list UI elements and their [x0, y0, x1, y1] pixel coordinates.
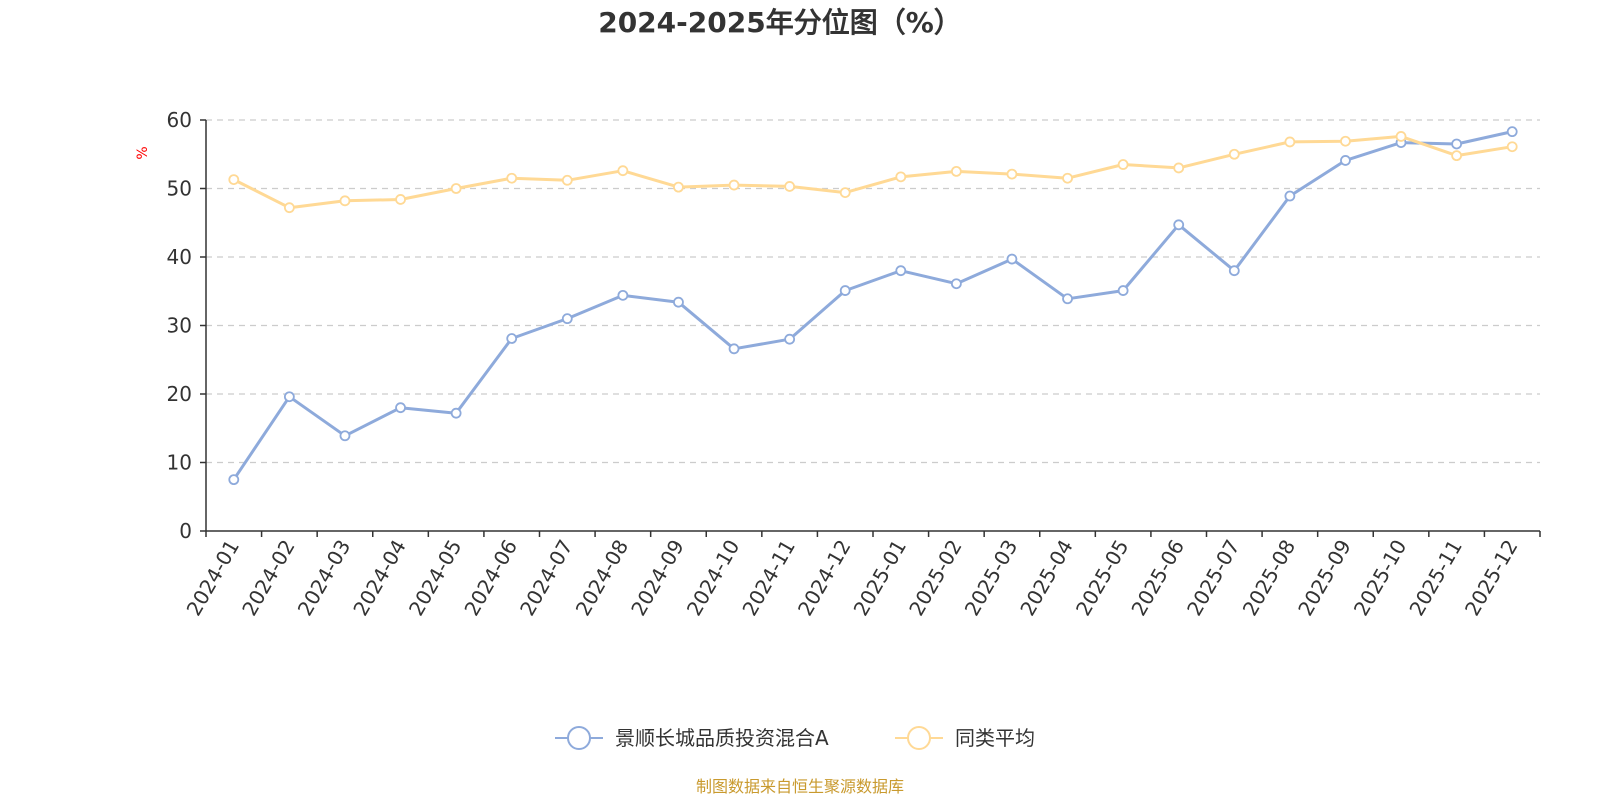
x-tick-label: 2024-02: [237, 536, 300, 620]
data-point-0[interactable]: [839, 285, 851, 296]
x-tick-label: 2025-01: [849, 536, 912, 620]
data-point-0[interactable]: [283, 391, 295, 403]
y-axis-label: %: [135, 146, 151, 159]
data-point-0[interactable]: [395, 402, 406, 414]
data-point-0[interactable]: [1340, 155, 1351, 166]
data-point-0[interactable]: [506, 333, 518, 344]
data-point-1[interactable]: [1062, 172, 1073, 184]
x-tick-label: 2025-04: [1015, 536, 1078, 620]
legend-label: 景顺长城品质投资混合A: [615, 726, 829, 750]
data-point-1[interactable]: [506, 172, 518, 184]
legend-marker-icon: [567, 726, 591, 750]
data-point-0[interactable]: [617, 289, 629, 301]
x-tick-label: 2025-08: [1238, 536, 1301, 620]
x-tick-label: 2025-05: [1071, 536, 1134, 620]
data-point-1[interactable]: [673, 181, 684, 193]
data-point-1[interactable]: [283, 202, 295, 214]
y-tick-label: 30: [167, 314, 192, 338]
y-tick-label: 20: [167, 382, 192, 406]
data-point-1[interactable]: [228, 174, 240, 185]
x-tick-label: 2025-03: [960, 535, 1023, 619]
x-tick-label: 2024-07: [515, 536, 578, 620]
x-tick-label: 2025-07: [1182, 536, 1245, 620]
data-point-0[interactable]: [1006, 253, 1018, 265]
data-point-0[interactable]: [728, 343, 740, 355]
x-tick-label: 2024-06: [459, 536, 522, 620]
grid-lines: [206, 119, 1540, 464]
legend-marker-icon: [907, 726, 931, 750]
data-point-1[interactable]: [395, 194, 406, 205]
legend-label: 同类平均: [955, 726, 1035, 750]
y-tick-label: 50: [167, 177, 192, 201]
data-point-0[interactable]: [673, 296, 684, 308]
data-point-1[interactable]: [950, 165, 962, 177]
data-point-0[interactable]: [1228, 265, 1240, 277]
x-tick-label: 2025-12: [1460, 536, 1523, 620]
data-point-1[interactable]: [784, 181, 796, 192]
data-point-1[interactable]: [1173, 162, 1185, 174]
series-line-0: [232, 130, 1513, 481]
data-point-1[interactable]: [1506, 141, 1518, 153]
series-line-1: [233, 134, 1513, 210]
data-point-1[interactable]: [450, 183, 462, 194]
data-point-0[interactable]: [339, 430, 351, 442]
data-point-1[interactable]: [1284, 136, 1296, 148]
data-point-1[interactable]: [728, 179, 740, 191]
data-point-1[interactable]: [1340, 135, 1351, 147]
data-point-1[interactable]: [1228, 148, 1240, 160]
x-tick-label: 2025-02: [904, 536, 967, 620]
legend-item-0[interactable]: 景顺长城品质投资混合A: [555, 726, 829, 750]
data-point-0[interactable]: [1506, 126, 1518, 138]
data-point-0[interactable]: [561, 313, 573, 325]
x-tick-label: 2024-10: [682, 536, 745, 620]
data-point-0[interactable]: [1284, 190, 1296, 202]
data-point-1[interactable]: [339, 195, 351, 207]
x-tick-label: 2025-11: [1404, 536, 1467, 620]
data-point-0[interactable]: [895, 265, 907, 277]
x-tick-label: 2025-06: [1126, 536, 1189, 620]
data-point-0[interactable]: [1451, 138, 1463, 150]
axes: 01020304050602024-012024-022024-032024-0…: [167, 108, 1541, 620]
legend-item-1[interactable]: 同类平均: [895, 726, 1035, 750]
x-tick-label: 2025-10: [1349, 536, 1412, 620]
y-tick-label: 10: [167, 451, 192, 475]
x-tick-label: 2024-12: [793, 536, 856, 620]
data-point-1[interactable]: [895, 171, 907, 183]
data-point-1[interactable]: [1451, 150, 1463, 162]
x-tick-label: 2024-01: [182, 536, 245, 620]
data-point-0[interactable]: [450, 407, 462, 419]
source-note: 制图数据来自恒生聚源数据库: [696, 777, 904, 796]
y-tick-label: 0: [179, 519, 192, 543]
x-tick-label: 2024-09: [626, 536, 689, 620]
data-point-1[interactable]: [839, 187, 851, 199]
x-tick-label: 2024-03: [293, 536, 356, 620]
data-point-1[interactable]: [561, 174, 573, 186]
y-tick-label: 60: [167, 108, 192, 132]
x-tick-label: 2024-08: [571, 536, 634, 620]
x-tick-label: 2025-09: [1293, 536, 1356, 620]
data-point-1[interactable]: [1395, 131, 1407, 142]
data-point-1[interactable]: [1006, 168, 1018, 180]
data-point-1[interactable]: [1117, 159, 1129, 170]
data-point-0[interactable]: [1062, 293, 1073, 305]
data-point-0[interactable]: [950, 278, 962, 290]
data-point-0[interactable]: [1173, 219, 1185, 231]
data-point-0[interactable]: [784, 333, 796, 345]
y-tick-label: 40: [167, 245, 192, 269]
x-tick-label: 2024-11: [737, 536, 800, 620]
data-point-1[interactable]: [617, 165, 629, 177]
x-tick-label: 2024-04: [348, 536, 411, 620]
data-point-0[interactable]: [1117, 285, 1129, 296]
x-tick-label: 2024-05: [404, 536, 467, 620]
legend[interactable]: 景顺长城品质投资混合A 同类平均: [555, 726, 1035, 750]
chart-title: 2024-2025年分位图（%）: [598, 6, 962, 39]
series-lines: [228, 126, 1518, 486]
data-point-0[interactable]: [228, 474, 240, 486]
